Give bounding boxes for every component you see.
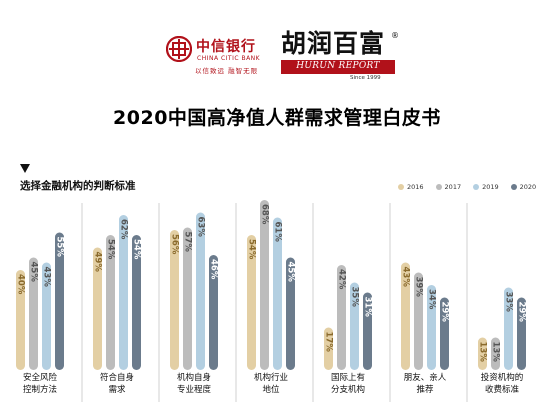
category-label-2-0: 机构自身	[177, 372, 211, 383]
value-label-2017-2: 57%	[183, 232, 193, 253]
legend-swatch	[398, 184, 404, 190]
legend-swatch	[510, 184, 517, 190]
value-label-2016-5: 43%	[401, 267, 411, 288]
value-label-2019-2: 63%	[196, 217, 206, 238]
hurun-name: 胡润百富	[281, 29, 386, 58]
bar-2016-1	[93, 247, 102, 370]
category-label-1-0: 符合自身	[100, 372, 134, 383]
legend-swatch	[435, 184, 442, 190]
bar-2016-3	[247, 235, 256, 370]
value-label-2020-2: 46%	[209, 259, 219, 280]
category-label-0-0: 安全风险	[23, 372, 58, 383]
legend-label: 2020	[519, 183, 537, 191]
bar-2017-6	[491, 337, 500, 370]
bar-2017-5	[414, 272, 423, 370]
value-label-2020-3: 45%	[286, 262, 296, 283]
category-label-3-1: 地位	[262, 384, 280, 395]
citic-slogan: 以信致远 融智无限	[195, 67, 259, 75]
category-label-0-1: 控制方法	[23, 384, 57, 395]
value-label-2016-2: 56%	[170, 234, 180, 255]
value-label-2016-6: 13%	[478, 342, 488, 363]
value-label-2016-4: 17%	[324, 332, 334, 353]
legend-item-2020: 2020	[510, 183, 537, 191]
hurun-english-name: HURUN REPORT	[296, 61, 380, 71]
legend-label: 2016	[407, 183, 424, 191]
value-label-2020-0: 55%	[55, 237, 65, 258]
bar-2019-4	[350, 282, 359, 370]
bar-2020-2	[209, 255, 218, 370]
value-label-2019-0: 43%	[42, 267, 52, 288]
value-label-2016-3: 54%	[247, 239, 257, 260]
bar-2017-3	[260, 200, 269, 370]
bar-2019-5	[427, 285, 436, 370]
hurun-since: Since 1999	[350, 75, 381, 81]
value-label-2019-6: 33%	[504, 292, 514, 313]
registered-mark: ®	[391, 31, 399, 40]
bar-2019-1	[119, 215, 128, 370]
citic-bank-name: 中信银行	[196, 39, 256, 55]
category-label-4-1: 分支机构	[331, 384, 365, 395]
legend-label: 2017	[444, 183, 462, 191]
logo-area: 中信银行 CHINA CITIC BANK 以信致远 融智无限 胡润百富 ® H…	[0, 0, 554, 92]
category-label-3-0: 机构行业	[254, 372, 288, 383]
category-label-5-0: 朋友、亲人	[404, 372, 447, 383]
citic-logo-icon	[166, 36, 192, 62]
bar-2016-0	[16, 270, 25, 370]
value-label-2017-4: 42%	[337, 269, 347, 290]
hurun-red-bar	[281, 60, 395, 74]
bar-2016-2	[170, 230, 179, 370]
legend-swatch	[473, 184, 480, 190]
legend-item-2019: 2019	[473, 183, 499, 191]
value-label-2020-1: 54%	[132, 239, 142, 260]
bar-2020-1	[132, 235, 141, 370]
value-label-2017-0: 45%	[29, 262, 39, 283]
category-label-6-0: 投资机构的	[481, 372, 524, 383]
citic-bank-english-name: CHINA CITIC BANK	[197, 55, 261, 62]
triangle-marker-icon	[20, 164, 30, 173]
legend-item-2017: 2017	[435, 183, 462, 191]
value-label-2020-4: 31%	[363, 297, 373, 318]
legend-label: 2019	[482, 183, 499, 191]
bar-2020-3	[286, 257, 295, 370]
value-label-2017-3: 68%	[260, 204, 270, 225]
bar-2017-1	[106, 235, 115, 370]
bar-2019-6	[504, 287, 513, 370]
bar-2016-6	[478, 337, 487, 370]
bar-2020-0	[55, 232, 64, 370]
bar-2019-0	[42, 262, 51, 370]
chart-subtitle: 选择金融机构的判断标准	[20, 180, 136, 192]
bar-2019-2	[196, 212, 205, 370]
bar-2020-4	[363, 292, 372, 370]
value-label-2019-4: 35%	[350, 287, 360, 308]
value-label-2019-3: 61%	[273, 222, 283, 243]
category-label-5-1: 推荐	[416, 384, 434, 395]
value-label-2017-6: 13%	[491, 342, 501, 363]
main-title: 2020中国高净值人群需求管理白皮书	[113, 107, 441, 129]
value-label-2017-1: 54%	[106, 239, 116, 260]
category-label-4-0: 国际上有	[331, 372, 365, 383]
chart-legend: 2016 2017 2019 2020	[398, 183, 536, 191]
bar-2017-0	[29, 257, 38, 370]
bar-2016-4	[324, 327, 333, 370]
category-label-6-1: 收费标准	[485, 384, 520, 395]
value-label-2020-6: 29%	[517, 302, 527, 323]
bar-2017-2	[183, 227, 192, 370]
category-label-1-1: 需求	[108, 384, 126, 395]
bar-2020-6	[517, 297, 526, 370]
value-label-2016-0: 40%	[16, 274, 26, 295]
bar-2017-4	[337, 265, 346, 370]
legend-item-2016: 2016	[398, 183, 424, 191]
value-label-2019-1: 62%	[119, 219, 129, 240]
value-label-2020-5: 29%	[440, 302, 450, 323]
value-label-2019-5: 34%	[427, 289, 437, 310]
value-label-2017-5: 39%	[414, 277, 424, 298]
bar-2016-5	[401, 262, 410, 370]
category-label-2-1: 专业程度	[177, 384, 212, 395]
bar-2019-3	[273, 217, 282, 370]
bar-2020-5	[440, 297, 449, 370]
value-label-2016-1: 49%	[93, 252, 103, 273]
